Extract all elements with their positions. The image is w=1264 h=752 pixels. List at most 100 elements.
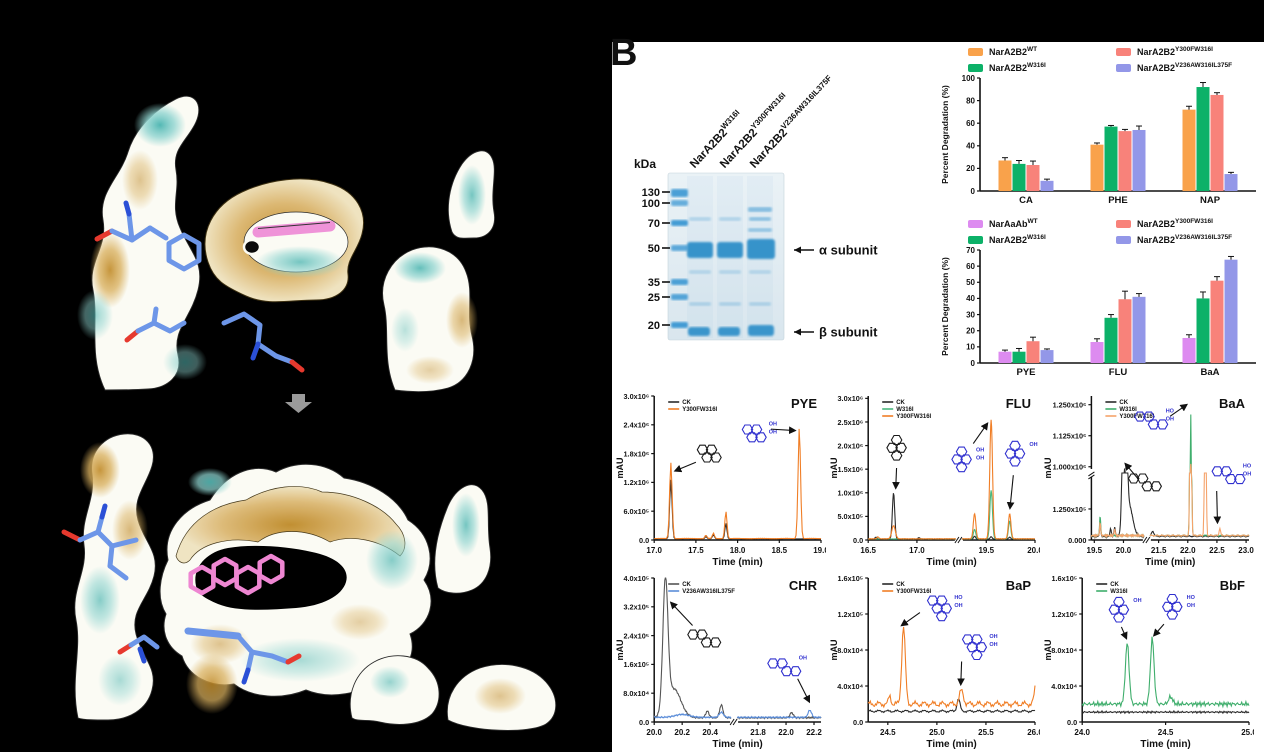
chromatogram-title: PYE [791,396,817,411]
y-axis-title: mAU [615,457,625,478]
y-tick-label: 0.0 [1067,718,1077,727]
bar [998,160,1012,191]
annotation-arrow-icon [1152,623,1165,637]
hydroxyl-label: HO [1166,409,1175,415]
hydroxyl-label: HO [1243,463,1252,469]
bar [1090,144,1104,191]
legend-label: CK [1119,400,1128,406]
hydroxyl-label: OH [1133,598,1141,604]
chromatogram-title: FLU [1006,396,1031,411]
x-tick-label: 17.0 [909,546,925,555]
legend-swatch [1116,219,1131,228]
x-tick-label: 19.0 [813,546,826,555]
chromatogram-title: BbF [1220,578,1245,593]
y-tick-label: 1.125x10⁶ [1053,432,1087,441]
legend-swatch [1116,63,1131,72]
legend-label: CK [896,582,905,588]
chem-structure-metabolite: OH OH [961,634,998,661]
legend-swatch [968,63,983,72]
x-tick-label: 20.0 [1027,546,1040,555]
x-tick-label: 21.5 [1151,546,1167,555]
annotation-arrow-icon [1120,626,1128,640]
annotation-arrow-icon [1213,491,1222,525]
hydroxyl-label: OH [989,642,997,648]
series-trace [1149,530,1250,538]
chromatogram-baa: 19.5 20.0 21.5 22.0 22.5 23.0 0.000 1.250x10⁵ 1.… [1042,390,1254,570]
chem-structure-substrate [886,434,907,461]
beta-subunit-arrow-icon [794,328,801,336]
alpha-subunit-arrow-icon [794,246,801,254]
beta-subunit-band [748,325,774,336]
category-label: PHE [1108,195,1128,206]
legend-item: NarA2B2W316I [968,62,1116,73]
chromatogram-pye-plot: 17.0 17.5 18.0 18.5 19.0 0.0 6.0x10⁵ 1.2x10⁶ 1.8… [615,392,829,568]
y-tick-label: 1.2x10⁵ [1051,610,1077,619]
x-tick-label: 18.0 [730,546,746,555]
chromatogram-flu: 16.5 17.0 19.5 20.0 0.0 5.0x10⁵ 1.0x10⁶ 1.5x10⁶… [828,390,1043,570]
legend-label: NarA2B2W316I [989,62,1046,73]
hydroxyl-label: OH [989,634,997,640]
x-tick-label: 26.0 [1027,728,1040,737]
chromatogram-title: CHR [789,578,818,593]
bar [1012,163,1026,191]
bar [1196,298,1210,363]
x-tick-label: 21.8 [750,728,766,737]
bar-chart-ca-phe-nap: NarA2B2WT NarA2B2Y300FW316I NarA2B2W316I Na… [938,44,1264,214]
legend-label: NarA2B2V236AW316IL375F [1137,62,1233,73]
gel-ladder-label: 130 [642,187,660,199]
active-site-residues-bottom [61,503,302,685]
chem-structure-metabolite: HO OH [1161,593,1196,620]
chem-structure-metabolite: OH [767,655,807,677]
sds-page-gel-figure: kDa 130 100 70 50 35 25 20 α subunit β subunit Na… [618,46,948,392]
alpha-subunit-band [687,242,713,258]
y-tick-label: 10 [966,343,975,352]
y-tick-label: 3.2x10⁵ [623,603,649,612]
x-tick-label: 19.5 [978,546,994,555]
legend-label: NarA2B2W316I [989,234,1046,245]
y-axis-title: Percent Degradation (%) [940,85,950,184]
series-trace [867,525,957,540]
y-tick-label: 0.0 [853,536,863,545]
x-axis-title: Time (min) [1145,557,1195,568]
chem-structure-substrate [1127,473,1163,492]
chromatogram-chr-plot: 20.0 20.2 20.4 21.8 22.0 22.2 0.0 8.0x10⁴ 1.6x10… [615,574,822,750]
x-axis-title: Time (min) [712,557,762,568]
y-tick-label: 50 [966,278,975,287]
x-tick-label: 18.5 [772,546,788,555]
bar [1210,280,1224,363]
legend-item: NarA2B2WT [968,46,1116,57]
chem-structure-metabolite: HO OH [926,595,963,622]
series-trace [867,698,1036,714]
x-axis-title: Time (min) [926,739,976,750]
legend-swatch [1116,47,1131,56]
panel-b-label: B [610,32,638,74]
ladder-band [671,279,688,285]
bar [1196,87,1210,191]
series-trace [653,711,732,719]
bar-chart-ca-phe-nap-plot: 0 20 40 60 80 100 Percent Degradation (%) CA PHE… [940,74,1256,206]
hydroxyl-label: OH [976,448,984,454]
gel-ladder-label: 50 [648,243,660,255]
bar-chart-legend: NarAaAbWT NarA2B2Y300FW316I NarA2B2W316I Na… [968,218,1264,245]
chem-structure-metabolite: OH OH [741,422,777,443]
legend-item: NarA2B2Y300FW316I [1116,46,1264,57]
hydroxyl-label: OH [1166,417,1174,423]
x-tick-label: 19.5 [1087,546,1103,555]
hydroxyl-label: OH [769,422,777,428]
bar [1210,94,1224,191]
y-tick-label: 80 [966,96,975,105]
y-tick-label: 20 [966,327,975,336]
chem-structure-metabolite: HO OH [1211,463,1252,485]
y-tick-label: 1.250x10⁶ [1053,400,1087,409]
legend-item: NarAaAbWT [968,218,1116,229]
annotation-arrow-icon [900,612,921,627]
legend-item: NarA2B2V236AW316IL375F [1116,234,1264,245]
legend-label: CK [1110,582,1119,588]
gel-ladder-label: 70 [648,218,660,230]
y-tick-label: 0 [971,359,976,368]
x-tick-label: 20.2 [674,728,690,737]
chromatogram-title: BaA [1219,396,1246,411]
ligand-buried-pink [252,220,336,238]
x-tick-label: 22.0 [1180,546,1196,555]
y-axis-title: mAU [829,639,839,660]
